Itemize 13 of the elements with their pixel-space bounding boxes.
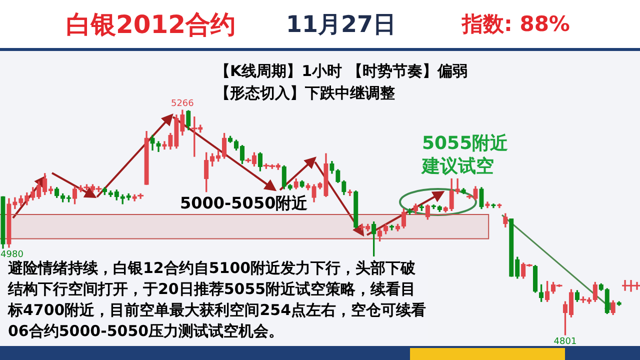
chart-title: 白银2012合约 bbox=[66, 9, 236, 41]
annotation: 4980 bbox=[0, 250, 24, 260]
annotation: 避险情绪持续，白银12合约自5100附近发力下行，头部下破结构下行空间打开，于20日推荐5055附近试空策略，续看目标4700附近，目前空单最大获利空间254点左右，空仓可续看06合约5000-5050压力测试试空机会。 bbox=[8, 258, 428, 342]
band-label: 5000-5050附近 bbox=[180, 194, 309, 213]
annotation: 建议试空 bbox=[422, 155, 494, 178]
text: 【K线周期】1小时 【时势节奏】偏弱 bbox=[215, 62, 468, 81]
text: 指数: 88% bbox=[462, 11, 570, 38]
annotation: 5055附近 bbox=[422, 132, 508, 155]
annotation: 5266 bbox=[170, 98, 194, 109]
annotation: 4801 bbox=[554, 336, 577, 347]
text: 11月27日 bbox=[286, 11, 396, 40]
candlestick bbox=[455, 178, 460, 194]
text: 【形态切入】下跌中继调整 bbox=[215, 84, 395, 103]
